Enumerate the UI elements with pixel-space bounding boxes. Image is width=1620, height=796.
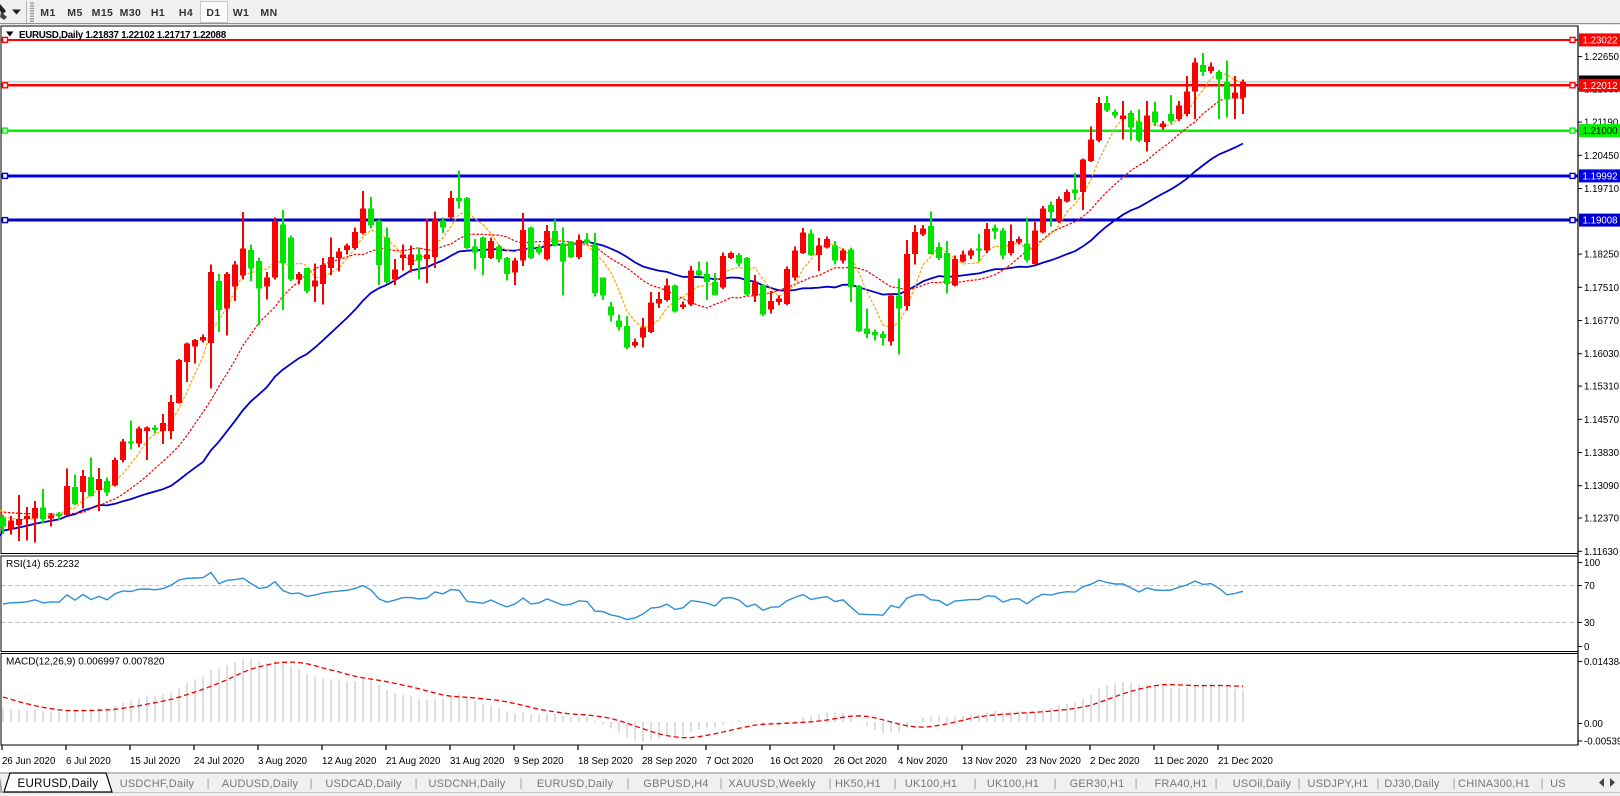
svg-text:1.11630: 1.11630 xyxy=(1584,547,1619,558)
svg-text:26 Oct 2020: 26 Oct 2020 xyxy=(834,756,887,767)
svg-text:RSI(14) 65.2232: RSI(14) 65.2232 xyxy=(6,559,80,570)
svg-text:|: | xyxy=(894,778,897,790)
svg-text:31 Aug 2020: 31 Aug 2020 xyxy=(450,756,505,767)
svg-text:|: | xyxy=(1298,778,1301,790)
svg-text:HK50,H1: HK50,H1 xyxy=(835,778,881,790)
svg-text:1.23022: 1.23022 xyxy=(1583,35,1618,46)
svg-text:|: | xyxy=(1453,778,1456,790)
svg-text:UK100,H1: UK100,H1 xyxy=(987,778,1039,790)
svg-text:EURUSD,Daily: EURUSD,Daily xyxy=(537,778,614,790)
svg-text:16 Oct 2020: 16 Oct 2020 xyxy=(770,756,823,767)
svg-text:28 Sep 2020: 28 Sep 2020 xyxy=(642,756,698,767)
svg-text:1.13090: 1.13090 xyxy=(1584,481,1620,492)
svg-text:M15: M15 xyxy=(92,7,114,19)
svg-text:|: | xyxy=(1135,778,1138,790)
svg-text:|: | xyxy=(1054,778,1057,790)
svg-text:1.21190: 1.21190 xyxy=(1584,118,1619,129)
svg-text:M5: M5 xyxy=(67,7,82,19)
svg-text:1.19008: 1.19008 xyxy=(1583,216,1618,227)
svg-text:0.014384: 0.014384 xyxy=(1584,657,1620,668)
svg-text:|: | xyxy=(974,778,977,790)
svg-text:US: US xyxy=(1550,778,1566,790)
svg-text:1.12370: 1.12370 xyxy=(1584,514,1620,525)
svg-text:USOil,Daily: USOil,Daily xyxy=(1233,778,1292,790)
svg-text:1.16770: 1.16770 xyxy=(1584,316,1620,327)
svg-text:1.16030: 1.16030 xyxy=(1584,349,1620,360)
svg-text:M30: M30 xyxy=(120,7,142,19)
svg-text:MACD(12,26,9) 0.006997 0.00782: MACD(12,26,9) 0.006997 0.007820 xyxy=(6,657,165,668)
svg-text:26 Jun 2020: 26 Jun 2020 xyxy=(2,756,56,767)
svg-text:|: | xyxy=(1541,778,1544,790)
svg-text:1.19992: 1.19992 xyxy=(1583,171,1618,182)
svg-text:15 Jul 2020: 15 Jul 2020 xyxy=(130,756,181,767)
svg-text:-0.005396: -0.005396 xyxy=(1584,737,1620,748)
svg-text:2 Dec 2020: 2 Dec 2020 xyxy=(1090,756,1140,767)
svg-text:USDCHF,Daily: USDCHF,Daily xyxy=(120,778,195,790)
svg-text:0.00: 0.00 xyxy=(1584,719,1603,730)
svg-text:4 Nov 2020: 4 Nov 2020 xyxy=(898,756,948,767)
svg-text:13 Nov 2020: 13 Nov 2020 xyxy=(962,756,1018,767)
svg-text:DJ30,Daily: DJ30,Daily xyxy=(1384,778,1439,790)
svg-text:100: 100 xyxy=(1584,558,1601,569)
svg-text:1.22012: 1.22012 xyxy=(1583,81,1618,92)
svg-text:GER30,H1: GER30,H1 xyxy=(1070,778,1125,790)
svg-text:1.13830: 1.13830 xyxy=(1584,448,1620,459)
svg-text:|: | xyxy=(1215,778,1218,790)
svg-text:CHINA300,H1: CHINA300,H1 xyxy=(1458,778,1530,790)
svg-text:USDCAD,Daily: USDCAD,Daily xyxy=(325,778,402,790)
svg-text:USDCNH,Daily: USDCNH,Daily xyxy=(429,778,506,790)
svg-text:FRA40,H1: FRA40,H1 xyxy=(1155,778,1208,790)
svg-text:|: | xyxy=(627,778,630,790)
svg-text:1.19710: 1.19710 xyxy=(1584,184,1620,195)
svg-text:AUDUSD,Daily: AUDUSD,Daily xyxy=(222,778,299,790)
svg-text:1.15310: 1.15310 xyxy=(1584,382,1620,393)
svg-text:EURUSD,Daily: EURUSD,Daily xyxy=(18,778,99,790)
svg-text:1.14570: 1.14570 xyxy=(1584,415,1620,426)
svg-text:W1: W1 xyxy=(233,7,250,19)
svg-text:30: 30 xyxy=(1584,618,1595,629)
svg-text:21 Aug 2020: 21 Aug 2020 xyxy=(386,756,441,767)
svg-text:|: | xyxy=(207,778,210,790)
svg-text:0: 0 xyxy=(1584,642,1590,653)
svg-text:|: | xyxy=(520,778,523,790)
svg-text:24 Jul 2020: 24 Jul 2020 xyxy=(194,756,245,767)
svg-text:|: | xyxy=(415,778,418,790)
svg-text:23 Nov 2020: 23 Nov 2020 xyxy=(1026,756,1082,767)
svg-text:H1: H1 xyxy=(151,7,165,19)
svg-text:M1: M1 xyxy=(40,7,55,19)
svg-text:12 Aug 2020: 12 Aug 2020 xyxy=(322,756,377,767)
svg-text:MN: MN xyxy=(260,7,277,19)
svg-text:21 Dec 2020: 21 Dec 2020 xyxy=(1218,756,1274,767)
svg-text:7 Oct 2020: 7 Oct 2020 xyxy=(706,756,754,767)
svg-text:3 Aug 2020: 3 Aug 2020 xyxy=(258,756,308,767)
svg-text:|: | xyxy=(1377,778,1380,790)
svg-text:1.18250: 1.18250 xyxy=(1584,250,1620,261)
svg-text:11 Dec 2020: 11 Dec 2020 xyxy=(1154,756,1209,767)
svg-text:D1: D1 xyxy=(206,7,220,19)
svg-text:|: | xyxy=(829,778,832,790)
svg-text:|: | xyxy=(720,778,723,790)
svg-text:GBPUSD,H4: GBPUSD,H4 xyxy=(643,778,708,790)
svg-text:1.20450: 1.20450 xyxy=(1584,151,1620,162)
svg-text:|: | xyxy=(310,778,313,790)
svg-text:18 Sep 2020: 18 Sep 2020 xyxy=(578,756,634,767)
svg-text:1.21000: 1.21000 xyxy=(1583,126,1619,137)
svg-text:USDJPY,H1: USDJPY,H1 xyxy=(1308,778,1369,790)
svg-text:UK100,H1: UK100,H1 xyxy=(905,778,957,790)
svg-text:H4: H4 xyxy=(179,7,193,19)
svg-text:1.17510: 1.17510 xyxy=(1584,283,1620,294)
svg-text:EURUSD,Daily 1.21837 1.22102: EURUSD,Daily 1.21837 1.22102 1.21717 1.2… xyxy=(19,30,227,41)
svg-text:6 Jul 2020: 6 Jul 2020 xyxy=(66,756,111,767)
svg-text:70: 70 xyxy=(1584,581,1595,592)
svg-text:9 Sep 2020: 9 Sep 2020 xyxy=(514,756,564,767)
svg-text:XAUUSD,Weekly: XAUUSD,Weekly xyxy=(728,778,816,790)
svg-text:1.22650: 1.22650 xyxy=(1584,52,1620,63)
